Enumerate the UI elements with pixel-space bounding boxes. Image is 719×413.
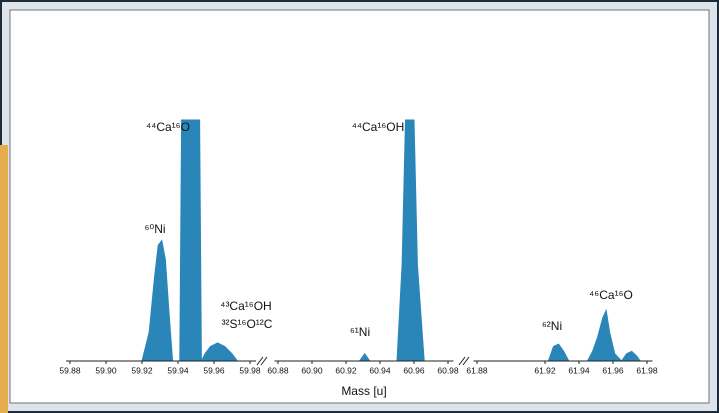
x-tick-label: 59.92 <box>131 365 153 375</box>
panel <box>9 9 710 404</box>
x-tick-label: 61.98 <box>636 365 658 375</box>
x-tick-label: 60.96 <box>403 365 425 375</box>
x-tick-label: 59.96 <box>203 365 225 375</box>
x-tick-label: 60.92 <box>335 365 357 375</box>
peak-label: ⁶¹Ni <box>350 325 370 339</box>
side-strip <box>0 145 8 413</box>
x-tick-label: 59.94 <box>167 365 189 375</box>
peak-label: ⁴⁴Ca¹⁶O <box>146 120 190 134</box>
x-tick-label: 61.92 <box>534 365 556 375</box>
x-tick-label: 61.94 <box>568 365 590 375</box>
spectrum <box>477 308 647 362</box>
peak-label: ⁶²Ni <box>542 319 562 333</box>
x-tick-label: 60.94 <box>369 365 391 375</box>
x-tick-label: 60.88 <box>267 365 289 375</box>
x-axis-label: Mass [u] <box>341 384 386 398</box>
peak-label: ³²S¹⁶O¹²C <box>222 317 273 331</box>
x-tick-label: 59.98 <box>239 365 261 375</box>
x-tick-label: 59.88 <box>59 365 81 375</box>
x-tick-label: 61.88 <box>466 365 488 375</box>
peak-label: ⁴⁴Ca¹⁶OH <box>352 120 405 134</box>
peak-label: ⁴³Ca¹⁶OH <box>220 299 271 313</box>
axis-break <box>256 356 470 366</box>
peak-label: ⁴⁶Ca¹⁶O <box>589 288 633 302</box>
x-tick-label: 60.90 <box>301 365 323 375</box>
peak-label: ⁶⁰Ni <box>144 222 165 236</box>
x-tick-label: 61.96 <box>602 365 624 375</box>
x-tick-label: 59.90 <box>95 365 117 375</box>
spectrum <box>70 119 250 362</box>
x-tick-label: 60.98 <box>437 365 459 375</box>
